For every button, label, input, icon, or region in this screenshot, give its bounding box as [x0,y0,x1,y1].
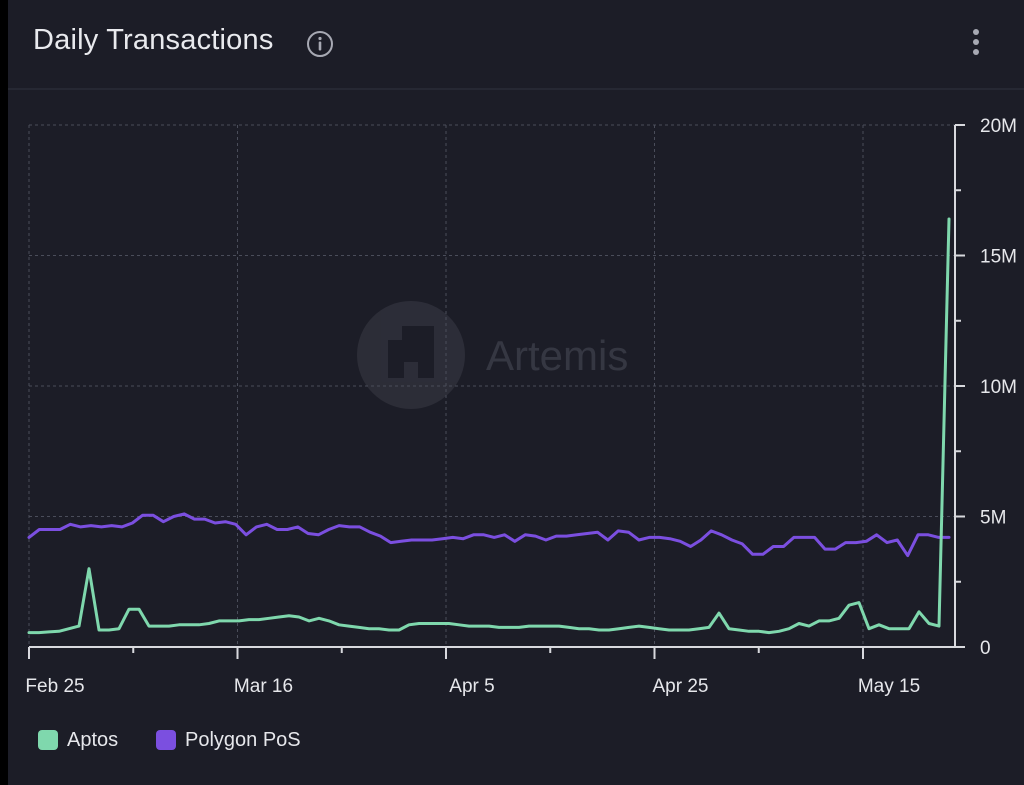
chart-title: Daily Transactions [33,24,274,56]
legend-item-polygon-pos[interactable]: Polygon PoS [156,728,316,754]
vertical-dots-menu-icon[interactable] [964,26,988,60]
legend-label-aptos: Aptos [67,729,119,751]
y-tick-label: 5M [980,508,1006,529]
x-tick-label: Apr 5 [449,676,494,697]
x-tick-label: May 15 [858,676,920,697]
y-tick-label: 15M [980,247,1017,268]
x-tick-label: Feb 25 [25,676,84,697]
series-line-aptos [27,217,951,635]
legend-swatch-aptos [38,730,58,750]
legend-item-aptos[interactable]: Aptos [38,728,138,754]
watermark-text: Artemis [486,332,628,379]
info-icon[interactable] [306,30,334,58]
axes: 0 5M 10M 15M 20M Feb 25 Mar 16 Apr 5 Apr 25 May 1… [25,116,1017,697]
y-tick-label: 10M [980,377,1017,398]
grid [28,124,955,647]
series [27,217,951,635]
series-line-polygon-pos [27,512,951,558]
chart-card: Daily Transactions Aptos Polygon PoS [8,0,1024,785]
card-header: Daily Transactions [8,0,1024,90]
legend-swatch-polygon-pos [156,730,176,750]
watermark: Artemis [357,301,628,409]
x-tick-label: Mar 16 [234,676,293,697]
legend-label-polygon-pos: Polygon PoS [185,729,301,751]
y-tick-label: 20M [980,116,1017,137]
x-tick-label: Apr 25 [653,676,709,697]
y-tick-label: 0 [980,638,991,659]
artemis-logo-mark [388,326,434,378]
